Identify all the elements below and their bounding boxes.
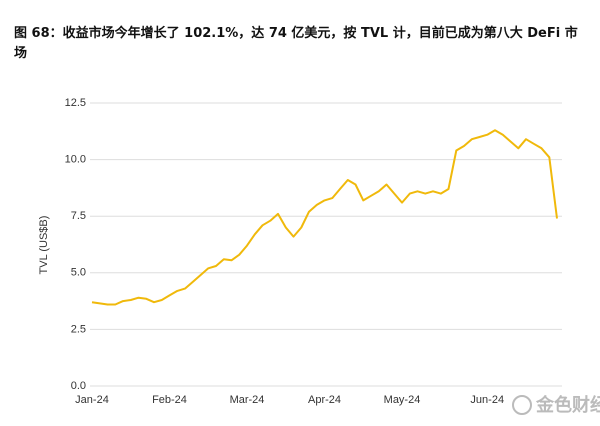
watermark: 金色财经 — [535, 394, 600, 415]
x-tick-label: May-24 — [384, 394, 421, 406]
y-tick-label: 2.5 — [71, 323, 86, 335]
watermark-icon — [512, 395, 532, 415]
x-tick-label: Jan-24 — [75, 394, 109, 406]
x-tick-label: Jun-24 — [470, 394, 504, 406]
y-tick-label: 10.0 — [65, 154, 86, 166]
y-tick-label: 12.5 — [65, 97, 86, 109]
chart-title: 图 68：收益市场今年增长了 102.1%，达 74 亿美元，按 TVL 计，目… — [14, 26, 578, 61]
y-tick-label: 5.0 — [71, 267, 86, 279]
x-tick-label: Mar-24 — [230, 394, 265, 406]
y-tick-label: 7.5 — [71, 210, 86, 222]
x-tick-label: Feb-24 — [152, 394, 187, 406]
x-tick-label: Apr-24 — [308, 394, 341, 406]
y-axis-label: TVL (US$B) — [38, 216, 50, 275]
y-tick-label: 0.0 — [71, 380, 86, 392]
line — [91, 129, 558, 306]
